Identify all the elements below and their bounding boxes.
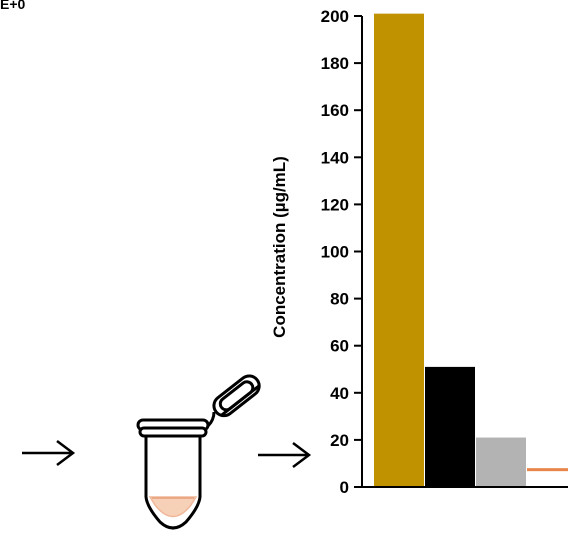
- y-tick-label: 0: [340, 478, 349, 497]
- right-arrow-icon: [22, 440, 76, 466]
- bar: [374, 13, 424, 488]
- bars-group: [374, 13, 568, 488]
- y-tick-label: 40: [330, 384, 349, 403]
- microcentrifuge-tube-icon: [136, 374, 261, 530]
- bar: [476, 437, 526, 487]
- bar: [527, 468, 568, 472]
- y-tick-label: 200: [321, 7, 349, 26]
- y-tick-label: 180: [321, 54, 349, 73]
- bar: [425, 366, 475, 487]
- corner-label: E+0: [0, 0, 26, 12]
- y-tick-label: 160: [321, 101, 349, 120]
- bar-chart: 0 20 40 60 80 100 120 140 160 180 200 Concentratio…: [270, 7, 568, 497]
- y-tick-label: 140: [321, 148, 349, 167]
- y-tick-label: 60: [330, 337, 349, 356]
- y-tick-label: 100: [321, 243, 349, 262]
- y-axis-label: Concentration (µg/mL): [270, 156, 289, 338]
- y-tick-label: 120: [321, 195, 349, 214]
- y-tick-label: 20: [330, 431, 349, 450]
- right-arrow-icon: [258, 442, 312, 468]
- y-tick-label: 80: [330, 290, 349, 309]
- y-axis: 0 20 40 60 80 100 120 140 160 180 200: [321, 7, 568, 497]
